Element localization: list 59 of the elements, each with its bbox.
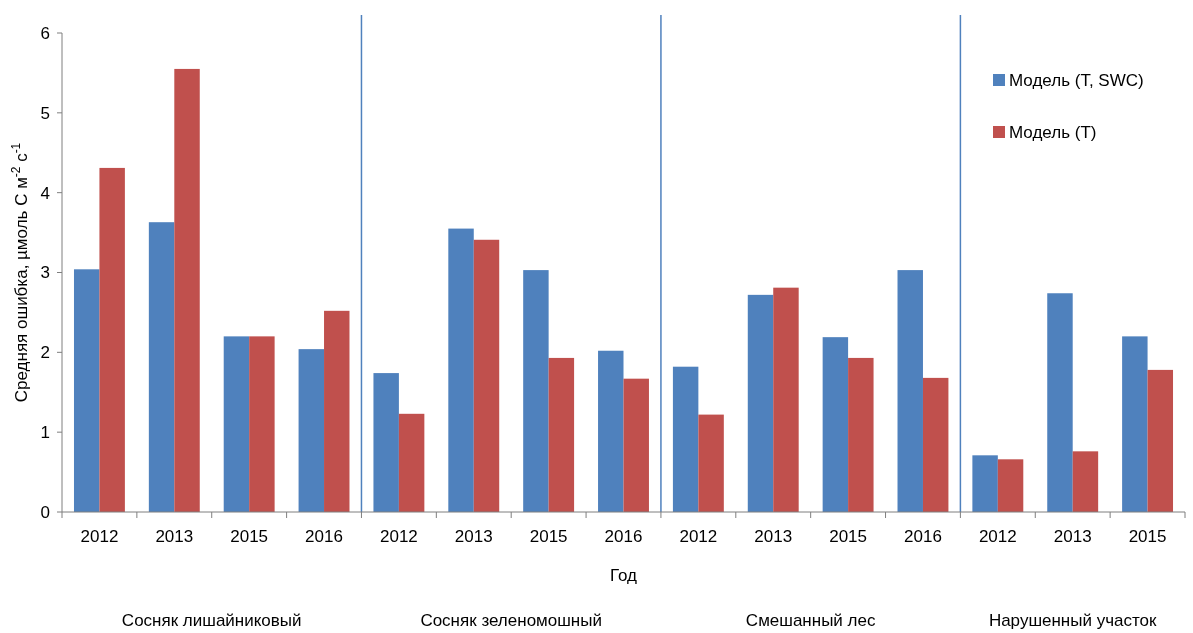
bar <box>148 222 175 512</box>
text: Сосняк лишайниковый <box>121 611 302 630</box>
y-tick-label: 6 <box>40 23 50 43</box>
bar <box>223 336 250 512</box>
x-tick-label: 2013 <box>754 527 793 546</box>
y-tick-label: 4 <box>40 183 50 203</box>
legend-label: Модель (T) <box>1009 122 1097 142</box>
bar <box>822 337 849 512</box>
x-tick-label: 2015 <box>829 527 868 546</box>
legend-label: Модель (T, SWC) <box>1009 70 1144 90</box>
bar <box>897 270 923 512</box>
bar <box>398 413 425 512</box>
bar <box>548 357 575 512</box>
bar <box>598 350 624 512</box>
y-tick-label: 3 <box>40 263 50 283</box>
bar <box>523 270 549 512</box>
x-tick-label: 2013 <box>1053 527 1092 546</box>
x-tick-label: 2016 <box>305 527 343 546</box>
y-tick-label: 5 <box>40 103 50 123</box>
y-tick-label: 1 <box>40 423 50 443</box>
x-tick-label: 2012 <box>80 527 119 546</box>
bar <box>473 239 500 512</box>
x-tick-label: 2013 <box>454 527 493 546</box>
bar <box>623 378 649 512</box>
text: Сосняк зеленомошный <box>420 611 602 630</box>
y-tick-label: 2 <box>40 343 50 363</box>
bar <box>997 459 1024 512</box>
bar <box>1122 336 1148 512</box>
bar <box>972 455 998 512</box>
bar <box>747 294 774 512</box>
x-tick-label: 2015 <box>529 527 568 546</box>
bar <box>174 68 200 512</box>
text: Смешанный лес <box>745 611 876 630</box>
x-tick-label: 2012 <box>978 527 1017 546</box>
bar <box>773 287 799 512</box>
x-tick-label: 2016 <box>904 527 942 546</box>
bar <box>373 373 399 512</box>
bar <box>698 414 724 512</box>
bar <box>73 269 100 512</box>
x-tick-label: 2015 <box>230 527 269 546</box>
x-tick-label: 2015 <box>1128 527 1167 546</box>
bar <box>848 357 874 512</box>
bar <box>99 167 125 512</box>
bar <box>1147 369 1174 512</box>
x-axis-title: Год <box>609 566 638 585</box>
bar <box>298 349 325 512</box>
x-tick-label: 2012 <box>679 527 718 546</box>
bar <box>1047 293 1073 512</box>
bar <box>324 310 350 512</box>
y-tick-label: 0 <box>40 502 50 522</box>
x-tick-label: 2016 <box>604 527 643 546</box>
x-tick-label: 2012 <box>379 527 418 546</box>
bar <box>672 366 699 512</box>
bar <box>922 377 949 512</box>
bar <box>249 336 275 512</box>
bar <box>448 228 474 512</box>
text: Нарушенный участок <box>988 611 1158 630</box>
bar <box>1072 451 1099 512</box>
x-tick-label: 2013 <box>155 527 194 546</box>
